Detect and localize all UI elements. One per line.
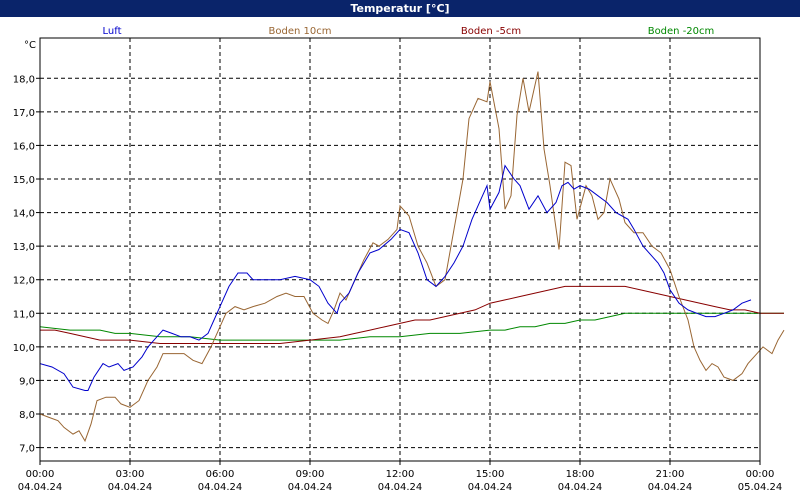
x-tick-date-label: 04.04.24 bbox=[468, 482, 513, 493]
x-tick-time-label: 00:00 bbox=[746, 469, 775, 480]
window-title: Temperatur [°C] bbox=[0, 0, 800, 17]
plot-frame bbox=[39, 37, 761, 462]
y-tick-label: 16,0 bbox=[13, 141, 35, 152]
x-tick-date-label: 04.04.24 bbox=[378, 482, 423, 493]
series-line-luft bbox=[40, 164, 752, 391]
legend-item-luft: Luft bbox=[103, 26, 122, 37]
y-tick-label: 8,0 bbox=[19, 410, 35, 421]
x-tick-date-label: 05.04.24 bbox=[738, 482, 783, 493]
x-tick-date-label: 04.04.24 bbox=[288, 482, 333, 493]
y-tick-label: 14,0 bbox=[13, 209, 35, 220]
x-tick-time-label: 15:00 bbox=[476, 469, 505, 480]
x-tick-date-label: 04.04.24 bbox=[558, 482, 603, 493]
x-tick-time-label: 03:00 bbox=[116, 469, 145, 480]
temperature-chart: 7,0 8,0 9,0 10,0 11,0 12,0 13,0 14,0 15,0 16,0 17,… bbox=[13, 26, 785, 493]
legend-item-boden-10cm: Boden 10cm bbox=[269, 26, 332, 37]
y-tick-label: 12,0 bbox=[13, 276, 35, 287]
x-tick-time-label: 00:00 bbox=[26, 469, 55, 480]
x-tick-time-label: 09:00 bbox=[296, 469, 325, 480]
y-tick-label: 7,0 bbox=[19, 444, 35, 455]
series-line-boden-20cm bbox=[40, 312, 784, 341]
legend-item-boden-5cm: Boden -5cm bbox=[461, 26, 521, 37]
y-tick-label: 18,0 bbox=[13, 74, 35, 85]
y-tick-label: 13,0 bbox=[13, 242, 35, 253]
x-tick-time-label: 12:00 bbox=[386, 469, 415, 480]
x-tick-time-label: 06:00 bbox=[206, 469, 235, 480]
legend-item-boden-20cm: Boden -20cm bbox=[648, 26, 715, 37]
y-axis-unit-label: °C bbox=[24, 40, 36, 51]
x-tick-date-label: 04.04.24 bbox=[198, 482, 243, 493]
x-tick-date-label: 04.04.24 bbox=[648, 482, 693, 493]
y-tick-label: 10,0 bbox=[13, 343, 35, 354]
x-tick-time-label: 18:00 bbox=[566, 469, 595, 480]
y-tick-label: 15,0 bbox=[13, 175, 35, 186]
x-tick-time-label: 21:00 bbox=[656, 469, 685, 480]
x-tick-date-label: 04.04.24 bbox=[18, 482, 63, 493]
y-tick-label: 17,0 bbox=[13, 108, 35, 119]
series-line-boden-5cm bbox=[40, 285, 784, 344]
x-tick-date-label: 04.04.24 bbox=[108, 482, 153, 493]
y-tick-label: 11,0 bbox=[13, 309, 35, 320]
y-tick-label: 9,0 bbox=[19, 376, 35, 387]
